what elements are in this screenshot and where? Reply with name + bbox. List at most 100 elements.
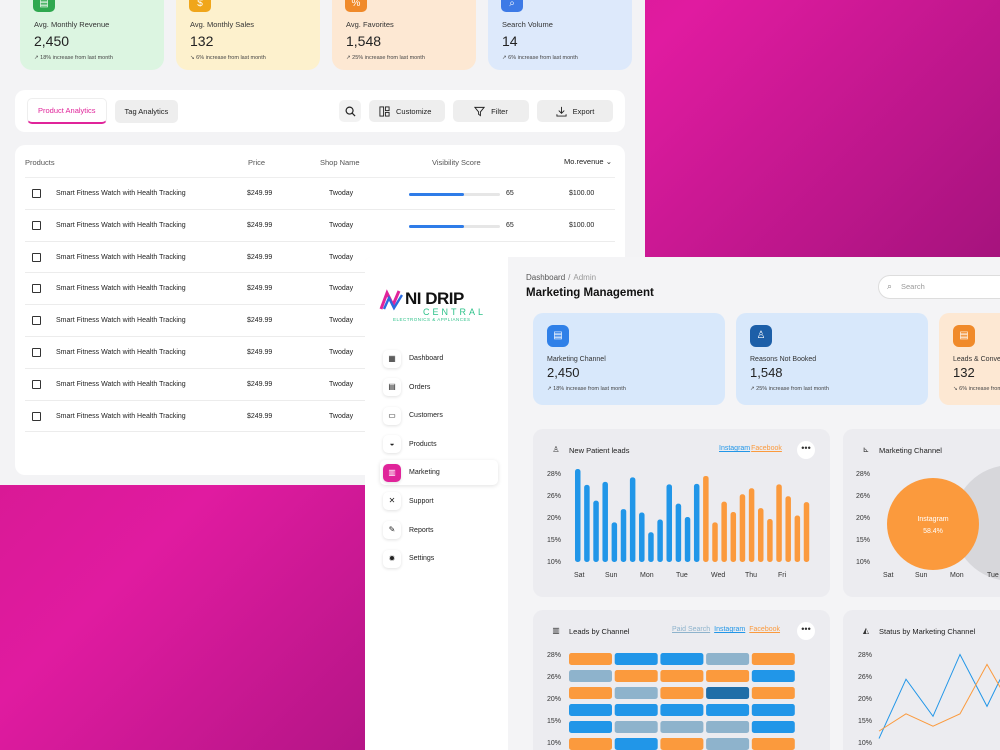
row-checkbox[interactable] bbox=[32, 411, 41, 421]
kpi-value: 2,450 bbox=[547, 365, 580, 380]
bar bbox=[611, 522, 618, 562]
kpi-label: Marketing Channel bbox=[547, 356, 606, 363]
sidebar-item-support[interactable]: ✕ Support bbox=[380, 489, 498, 514]
heatmap-cell bbox=[706, 653, 750, 665]
marketing-channel-pie-chart: 28% 26% 20% 15% 10% Instagram 58.4% Sat Sun Mon Tu… bbox=[856, 466, 1000, 580]
stat-label: Avg. Monthly Revenue bbox=[34, 20, 110, 29]
sidebar-item-dashboard[interactable]: ▦ Dashboard bbox=[380, 346, 498, 371]
col-shop-name[interactable]: Shop Name bbox=[320, 158, 360, 167]
product-price: $249.99 bbox=[247, 221, 273, 229]
filter-button[interactable]: Filter bbox=[453, 100, 529, 122]
bar bbox=[703, 475, 709, 562]
main-content: Dashboard / Admin Marketing Management ⌕ S… bbox=[508, 257, 1000, 750]
product-name: Smart Fitness Watch with Health Tracking bbox=[56, 190, 186, 197]
search-placeholder: Search bbox=[901, 282, 925, 291]
export-button[interactable]: Export bbox=[537, 100, 613, 122]
row-checkbox[interactable] bbox=[32, 284, 41, 294]
kpi-card: ♙ Reasons Not Booked 1,548 ↗ 25% increas… bbox=[736, 313, 928, 405]
heatmap-cell bbox=[706, 738, 750, 750]
more-options-icon[interactable]: ••• bbox=[797, 441, 815, 459]
heatmap-cell bbox=[569, 704, 612, 716]
table-row[interactable]: Smart Fitness Watch with Health Tracking… bbox=[25, 210, 615, 242]
table-row[interactable]: Smart Fitness Watch with Health Tracking… bbox=[25, 369, 615, 401]
bar bbox=[602, 481, 608, 562]
sidebar-item-orders[interactable]: ▤ Orders bbox=[380, 375, 498, 400]
col-visibility-score[interactable]: Visibility Score bbox=[432, 158, 481, 167]
col-price[interactable]: Price bbox=[248, 158, 266, 167]
row-checkbox[interactable] bbox=[32, 316, 41, 326]
x-tick-label: Sun bbox=[915, 572, 928, 579]
legend-instagram[interactable]: Instagram bbox=[714, 626, 746, 633]
legend-instagram[interactable]: Instagram bbox=[719, 445, 751, 452]
breadcrumb-admin: Admin bbox=[573, 273, 597, 282]
table-row[interactable]: Smart Fitness Watch with Health Tracking… bbox=[25, 178, 615, 210]
card-title: New Patient leads bbox=[569, 446, 630, 455]
table-row[interactable]: Smart Fitness Watch with Health Tracking… bbox=[25, 273, 615, 306]
bar bbox=[584, 484, 590, 562]
sidebar-item-reports[interactable]: ✎ Reports bbox=[380, 518, 498, 543]
row-checkbox[interactable] bbox=[32, 347, 41, 357]
bar bbox=[620, 509, 627, 562]
tab-tag-analytics[interactable]: Tag Analytics bbox=[114, 99, 179, 123]
x-tick-label: Sat bbox=[574, 572, 585, 579]
sidebar-item-label: Products bbox=[409, 440, 437, 448]
row-checkbox[interactable] bbox=[32, 252, 41, 262]
col-products[interactable]: Products bbox=[25, 158, 55, 167]
stat-card: $ Avg. Monthly Sales 132 ↘ 6% increase f… bbox=[176, 0, 320, 70]
status-by-channel-card: ◭ Status by Marketing Channel 28% 26% 20% 1… bbox=[843, 610, 1000, 750]
bar bbox=[758, 508, 764, 562]
search-button[interactable] bbox=[339, 100, 361, 122]
row-checkbox[interactable] bbox=[32, 189, 41, 198]
legend-facebook[interactable]: Facebook bbox=[749, 626, 781, 633]
tab-product-analytics[interactable]: Product Analytics bbox=[27, 98, 107, 124]
table-row[interactable]: Smart Fitness Watch with Health Tracking… bbox=[25, 242, 615, 274]
filter-label: Filter bbox=[491, 106, 508, 116]
search-input[interactable]: ⌕ Search bbox=[878, 275, 1000, 299]
sidebar-item-settings[interactable]: ✹ Settings bbox=[380, 546, 498, 571]
breadcrumb-dashboard[interactable]: Dashboard bbox=[526, 273, 566, 282]
visibility-score-bar bbox=[409, 224, 500, 228]
y-tick-label: 28% bbox=[858, 652, 872, 659]
line-series-1 bbox=[878, 663, 1000, 732]
y-tick-label: 15% bbox=[858, 718, 872, 725]
x-tick-label: Sat bbox=[883, 572, 894, 579]
card-title: Leads by Channel bbox=[569, 627, 630, 636]
sidebar: NI DRIP CENTRAL ELECTRONICS & APPLIANCES… bbox=[365, 257, 508, 750]
table-row[interactable]: Smart Fitness Watch with Health Tracking… bbox=[25, 337, 615, 369]
stat-cards: ▤ Avg. Monthly Revenue 2,450 ↗ 18% incre… bbox=[20, 0, 632, 70]
orders-icon: ▤ bbox=[383, 378, 401, 397]
stat-value: 1,548 bbox=[346, 33, 382, 49]
y-tick-label: 20% bbox=[547, 515, 561, 522]
monthly-revenue: $100.00 bbox=[569, 221, 595, 229]
line-chart-icon: ◭ bbox=[862, 626, 870, 635]
stat-value: 132 bbox=[190, 33, 214, 49]
marketing-icon: ▥ bbox=[383, 463, 401, 482]
shop-name: Twoday bbox=[329, 285, 354, 293]
more-options-icon[interactable]: ••• bbox=[797, 622, 815, 640]
table-row[interactable]: Smart Fitness Watch with Health Tracking… bbox=[25, 401, 615, 433]
row-checkbox[interactable] bbox=[32, 220, 41, 230]
y-tick-label: 10% bbox=[547, 740, 561, 747]
sidebar-item-label: Settings bbox=[409, 555, 435, 563]
legend-paid-search[interactable]: Paid Search bbox=[672, 626, 711, 633]
breadcrumb: Dashboard / Admin bbox=[526, 273, 596, 282]
sidebar-item-marketing[interactable]: ▥ Marketing bbox=[380, 460, 498, 485]
table-row[interactable]: Smart Fitness Watch with Health Tracking… bbox=[25, 305, 615, 337]
y-tick-label: 20% bbox=[547, 696, 561, 703]
product-name: Smart Fitness Watch with Health Tracking bbox=[56, 380, 186, 388]
brand-logo[interactable]: NI DRIP CENTRAL ELECTRONICS & APPLIANCES bbox=[379, 287, 499, 327]
row-checkbox[interactable] bbox=[32, 379, 41, 389]
product-price: $249.99 bbox=[247, 253, 273, 261]
chart-legend: Paid Search Instagram Facebook bbox=[668, 626, 780, 633]
legend-facebook[interactable]: Facebook bbox=[751, 445, 782, 452]
bar bbox=[693, 483, 700, 562]
customers-icon: ▭ bbox=[383, 406, 401, 425]
heatmap-cell bbox=[569, 653, 612, 665]
sidebar-nav: ▦ Dashboard ▤ Orders ▭ Customers ◒ Products… bbox=[380, 346, 498, 575]
customize-button[interactable]: Customize bbox=[369, 100, 445, 122]
col-revenue-sort[interactable]: Mo.revenue ⌄ bbox=[564, 157, 612, 166]
sidebar-item-customers[interactable]: ▭ Customers bbox=[380, 403, 498, 428]
sidebar-item-products[interactable]: ◒ Products bbox=[380, 432, 498, 457]
product-name: Smart Fitness Watch with Health Tracking bbox=[56, 221, 186, 229]
x-tick-label: Tue bbox=[676, 572, 688, 579]
